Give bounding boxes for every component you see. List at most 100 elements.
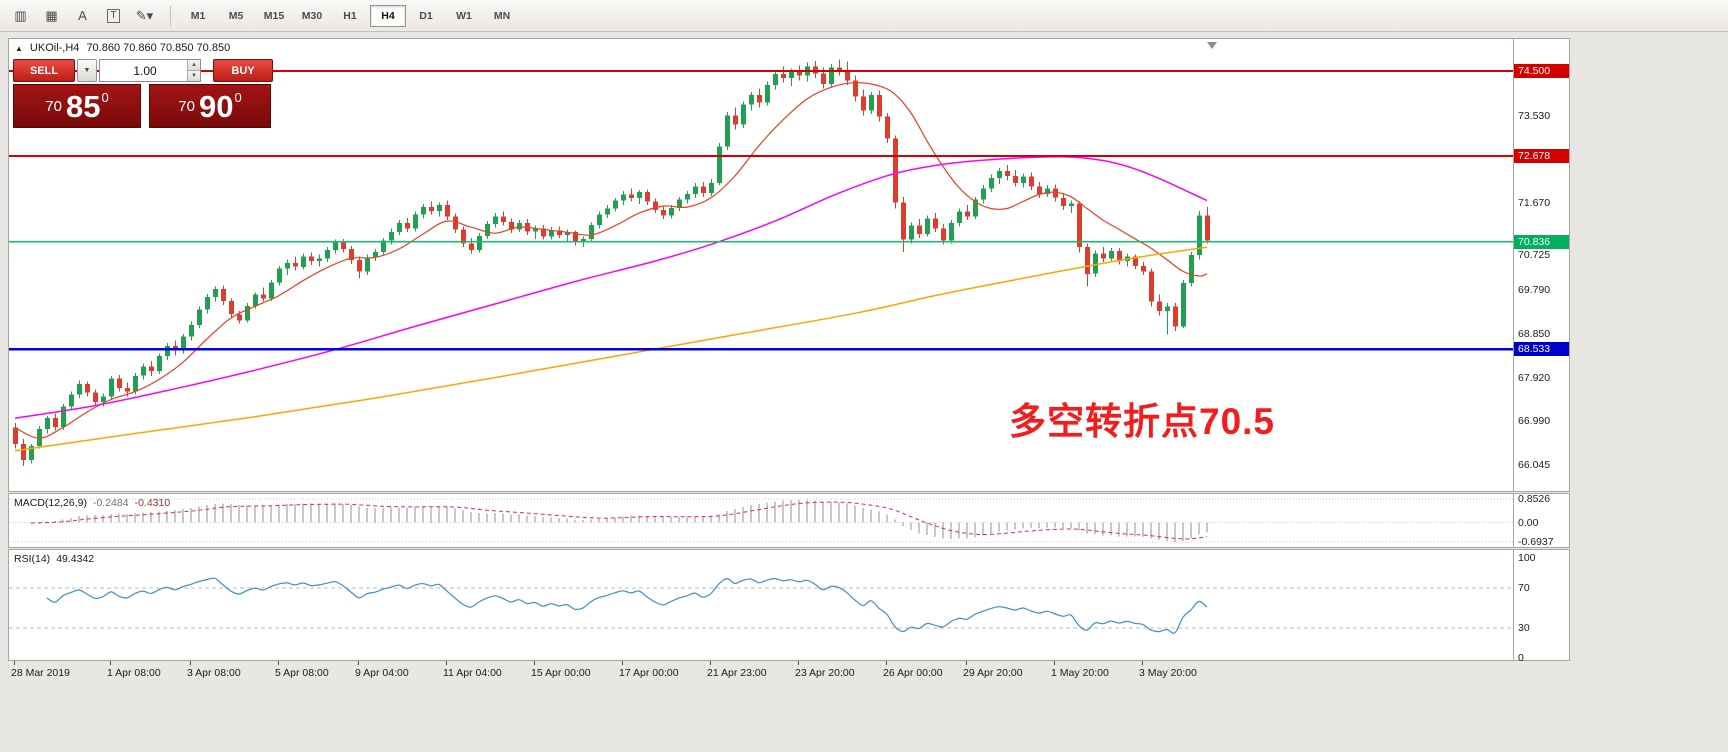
price-label: 66.045: [1518, 459, 1551, 471]
macd-signal-line: [30, 501, 1208, 540]
buy-price-pips: 90: [198, 88, 234, 124]
buy-price-point: 0: [234, 89, 242, 105]
time-tick: [14, 661, 15, 665]
rsi-label: RSI(14) 49.4342: [14, 553, 95, 565]
time-label: 11 Apr 04:00: [443, 667, 502, 679]
price-scale[interactable]: 74.500 73.530 72.678 71.670 70.836 70.725 69.7…: [1513, 38, 1570, 492]
rsi-value: 49.4342: [56, 553, 95, 565]
time-tick: [358, 661, 359, 665]
rsi-line: [46, 577, 1208, 634]
lot-decrease-button[interactable]: ▼: [187, 71, 200, 81]
time-tick: [446, 661, 447, 665]
time-tick: [190, 661, 191, 665]
time-tick: [710, 661, 711, 665]
sell-price-point: 0: [101, 89, 109, 105]
time-tick: [534, 661, 535, 665]
price-label: 68.850: [1518, 328, 1551, 340]
rsi-canvas[interactable]: [9, 550, 1513, 660]
rsi-axis-label: 70: [1518, 582, 1530, 594]
lot-dropdown-button[interactable]: ▼: [77, 59, 97, 82]
timeframe-m15[interactable]: M15: [263, 9, 285, 22]
text-label-icon[interactable]: A: [78, 8, 87, 23]
time-tick: [886, 661, 887, 665]
candles: [13, 59, 1210, 467]
buy-button[interactable]: BUY: [213, 59, 273, 82]
time-tick: [1142, 661, 1143, 665]
timeframe-m5[interactable]: M5: [228, 9, 244, 22]
time-label: 28 Mar 2019: [11, 667, 70, 679]
ohlc-quote-label: 70.860 70.860 70.850 70.850: [86, 42, 231, 54]
time-label: 5 Apr 08:00: [275, 667, 329, 679]
price-badge: 70.836: [1514, 235, 1569, 249]
rsi-panel: RSI(14) 49.4342: [8, 549, 1514, 661]
timeframe-h1[interactable]: H1: [343, 9, 357, 22]
chart-shift-marker[interactable]: [1207, 42, 1217, 49]
macd-axis-label: -0.6937: [1518, 536, 1554, 548]
price-label: 70.725: [1518, 249, 1551, 261]
symbol-timeframe-label: UKOil-,H4: [29, 42, 80, 54]
lot-size-field: ▲ ▼: [99, 59, 201, 82]
main-chart-panel: ▲ UKOil-,H4 70.860 70.860 70.850 70.850 …: [8, 38, 1514, 492]
chart-type-icon[interactable]: ▥: [14, 7, 27, 23]
timeframe-m30[interactable]: M30: [301, 9, 323, 22]
time-label: 1 Apr 08:00: [107, 667, 161, 679]
time-label: 26 Apr 00:00: [883, 667, 943, 679]
grid-icon[interactable]: ▦: [45, 7, 58, 23]
sell-price-pips: 85: [65, 88, 101, 124]
symbol-marker-icon: ▲: [15, 43, 23, 53]
timeframe-w1[interactable]: W1: [456, 9, 472, 22]
timeframe-h4[interactable]: H4: [370, 4, 406, 27]
one-click-trading-widget: SELL ▼ ▲ ▼ BUY 70 85 0 70: [13, 59, 275, 128]
time-label: 21 Apr 23:00: [707, 667, 767, 679]
macd-scale[interactable]: 0.8526 0.00 -0.6937: [1513, 493, 1570, 548]
buy-price-display[interactable]: 70 90 0: [149, 84, 271, 128]
time-tick: [966, 661, 967, 665]
time-tick: [278, 661, 279, 665]
price-badge: 72.678: [1514, 149, 1569, 163]
rsi-scale[interactable]: 100 70 30 0: [1513, 549, 1570, 664]
draw-tools-icon[interactable]: ✎▾: [135, 7, 154, 23]
time-label: 9 Apr 04:00: [355, 667, 409, 679]
sell-price-whole: 70: [45, 97, 62, 115]
rsi-axis-label: 0: [1518, 652, 1524, 664]
sell-button[interactable]: SELL: [13, 59, 75, 82]
timeframe-mn[interactable]: MN: [493, 9, 511, 22]
time-scale[interactable]: 28 Mar 2019 1 Apr 08:00 3 Apr 08:00 5 Apr 0…: [8, 661, 1568, 685]
time-tick: [798, 661, 799, 665]
rsi-axis-label: 100: [1518, 552, 1536, 564]
macd-signal-value: -0.4310: [134, 497, 171, 509]
price-chart-canvas[interactable]: [9, 39, 1513, 491]
price-badge: 68.533: [1514, 342, 1569, 356]
time-label: 29 Apr 20:00: [963, 667, 1023, 679]
price-label: 66.990: [1518, 415, 1551, 427]
macd-panel: MACD(12,26,9) -0.2484 -0.4310: [8, 493, 1514, 548]
time-tick: [1054, 661, 1055, 665]
sell-price-display[interactable]: 70 85 0: [13, 84, 141, 128]
chart-title: ▲ UKOil-,H4 70.860 70.860 70.850 70.850: [15, 42, 230, 54]
chart-annotation-text[interactable]: 多空转折点70.5: [1009, 401, 1276, 442]
time-label: 3 May 20:00: [1139, 667, 1197, 679]
price-label: 73.530: [1518, 110, 1551, 122]
macd-main-value: -0.2484: [92, 497, 129, 509]
time-label: 23 Apr 20:00: [795, 667, 855, 679]
ma-mid-line: [14, 155, 1208, 419]
lot-increase-button[interactable]: ▲: [187, 60, 200, 71]
macd-histogram: [30, 499, 1208, 542]
price-label: 71.670: [1518, 197, 1551, 209]
buy-price-whole: 70: [178, 97, 195, 115]
lot-size-input[interactable]: [100, 60, 200, 81]
time-tick: [110, 661, 111, 665]
price-label: 69.790: [1518, 284, 1551, 296]
macd-canvas[interactable]: [9, 494, 1513, 547]
ma-fast-line: [14, 82, 1208, 439]
timeframe-m1[interactable]: M1: [190, 9, 206, 22]
time-label: 17 Apr 00:00: [619, 667, 679, 679]
rsi-axis-label: 30: [1518, 622, 1530, 634]
time-label: 15 Apr 00:00: [531, 667, 591, 679]
toolbar-separator: [170, 5, 171, 26]
timeframe-d1[interactable]: D1: [419, 9, 433, 22]
time-label: 3 Apr 08:00: [187, 667, 241, 679]
text-frame-icon[interactable]: T: [99, 3, 128, 29]
toolbar: ▥ ▦ A T ✎▾ M1 M5 M15 M30 H1 H4 D1 W1 MN: [0, 0, 1728, 32]
